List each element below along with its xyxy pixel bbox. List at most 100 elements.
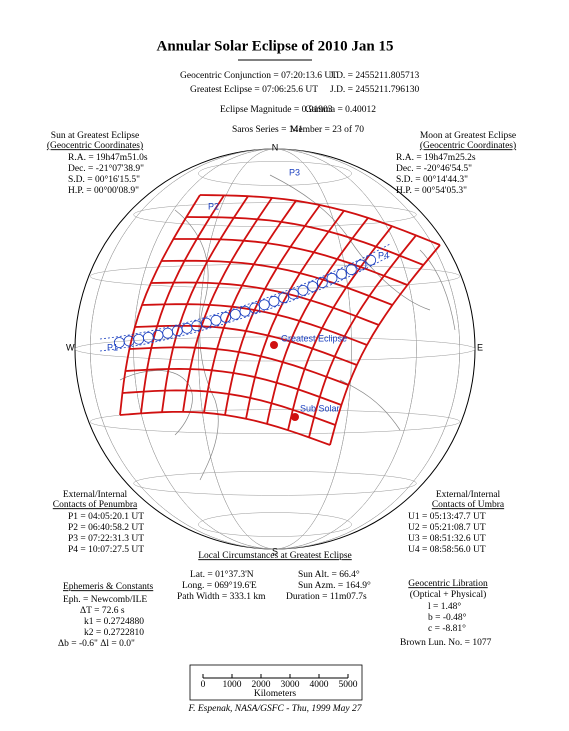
west: W	[66, 342, 75, 352]
scale-label: 1000	[223, 680, 242, 690]
parallel	[133, 202, 417, 227]
scale-label: 0	[201, 680, 206, 690]
footer: F. Espenak, NASA/GSFC - Thu, 1999 May 27	[188, 704, 363, 714]
block-line: P3 = 07:22:31.3 UT	[68, 534, 144, 544]
globe	[74, 148, 476, 550]
block-line: S.D. = 00°16'15.5"	[68, 174, 140, 185]
header-item: J.D. = 2455211.805713	[330, 71, 419, 81]
block-line: U4 = 08:58:56.0 UT	[408, 545, 486, 555]
sub-solar: Sub Solar	[300, 403, 340, 413]
ephemeris-title: Ephemeris & Constants	[63, 582, 154, 592]
scale-label: 4000	[310, 680, 329, 690]
block-title: (Geocentric Coordinates)	[47, 140, 143, 151]
ephemeris-line: ΔT = 72.6 s	[80, 606, 125, 616]
eclipse-curve	[141, 303, 368, 346]
scale-label: 2000	[252, 680, 271, 690]
umbra-circle	[336, 268, 348, 280]
block-line: P2 = 06:40:58.2 UT	[68, 523, 144, 533]
umbra-circle	[307, 281, 319, 292]
umbra-circle	[297, 284, 309, 296]
header-item: Saros Series = 141	[232, 125, 303, 135]
meridian	[89, 148, 461, 550]
scale-unit: Kilometers	[254, 689, 297, 699]
block-line: P4 = 10:07:27.5 UT	[68, 545, 144, 555]
greatest-eclipse: Greatest Eclipse	[281, 333, 347, 343]
umbra-circle	[355, 259, 367, 271]
umbra-circle	[210, 314, 222, 326]
block-line: U1 = 05:13:47.7 UT	[408, 512, 486, 522]
p1: P1	[107, 342, 118, 352]
umbra-circle	[326, 272, 338, 284]
local-item: Long. = 069°19.6'E	[182, 580, 257, 591]
header-item: Geocentric Conjunction = 07:20:13.6 UT	[180, 71, 337, 81]
libration-title: Geocentric Libration	[408, 579, 488, 589]
local-item: Sun Alt. = 66.4°	[298, 569, 360, 580]
eclipse-curve	[329, 244, 441, 446]
ephemeris-line: Eph. = Newcomb/ILE	[63, 595, 147, 605]
libration-line: Brown Lun. No. = 1077	[400, 638, 492, 648]
p4: P4	[378, 250, 389, 260]
eclipse-curve	[129, 346, 349, 386]
block-title: Contacts of Umbra	[432, 499, 505, 510]
local-item: Path Width = 333.1 km	[177, 592, 266, 602]
block-line: U3 = 08:51:32.6 UT	[408, 534, 486, 544]
umbra-circle	[287, 288, 299, 300]
parallel	[89, 409, 461, 434]
path-limit	[99, 255, 391, 352]
umbra-circle	[278, 292, 290, 304]
parallel	[89, 264, 461, 289]
title: Annular Solar Eclipse of 2010 Jan 15	[157, 38, 394, 54]
umbra-circle	[229, 308, 241, 320]
block-line: S.D. = 00°14'44.3"	[396, 174, 468, 185]
block-line: H.P. = 00°54'05.3"	[396, 185, 467, 196]
local-item: Sun Azm. = 164.9°	[298, 580, 371, 591]
eclipse-curve	[122, 389, 336, 426]
umbra-circle	[365, 254, 377, 266]
umbra-circle	[268, 295, 280, 307]
ephemeris-line: k1 = 0.2724880	[84, 617, 144, 627]
path-limit	[99, 243, 391, 340]
block-title: Contacts of Penumbra	[53, 499, 138, 510]
libration-line: b = -0.48°	[428, 612, 467, 623]
block-line: R.A. = 19h47m25.2s	[396, 153, 476, 163]
block-line: U2 = 05:21:08.7 UT	[408, 523, 486, 533]
umbra-circle	[316, 277, 328, 288]
ephemeris-line: Δb = -0.6" Δl = 0.0"	[58, 639, 135, 649]
p3: P3	[289, 167, 300, 177]
umbra-circle	[258, 299, 270, 311]
eclipse-curve	[119, 411, 331, 446]
libration-line: c = -8.81°	[428, 623, 466, 634]
parallel	[133, 471, 417, 496]
eclipse-curve	[266, 217, 369, 425]
header-item: Member = 23 of 70	[290, 124, 364, 135]
parallel	[198, 161, 352, 186]
block-title: Moon at Greatest Eclipse	[420, 131, 516, 141]
local-item: Lat. = 01°37.3'N	[190, 569, 254, 580]
north: N	[272, 142, 279, 152]
scale-bar: 0 1000 2000 3000 4000 5000 Kilometers	[189, 664, 363, 701]
header-item: Eclipse Magnitude = 0.91903	[220, 105, 333, 115]
umbra-circle	[249, 302, 261, 314]
eclipse-curve	[308, 234, 417, 438]
local-item: Duration = 11m07.7s	[286, 592, 367, 602]
block-title: Sun at Greatest Eclipse	[51, 131, 139, 141]
header-item: Gamma = 0.40012	[305, 105, 376, 115]
block-line: H.P. = 00°00'08.9"	[68, 185, 139, 196]
scale-label: 3000	[281, 680, 300, 690]
ephemeris-line: k2 = 0.2722810	[84, 628, 144, 638]
block-line: Dec. = -21°07'38.9"	[68, 163, 144, 174]
header-item: J.D. = 2455211.796130	[330, 85, 419, 95]
scale-label: 5000	[339, 680, 358, 690]
block-line: R.A. = 19h47m51.0s	[68, 153, 148, 163]
block-title: (Geocentric Coordinates)	[420, 140, 516, 151]
umbra-circle	[345, 264, 357, 275]
local-title: Local Circumstances at Greatest Eclipse	[198, 551, 352, 561]
eclipse-curve	[245, 210, 345, 419]
block-line: Dec. = -20°46'54.5"	[396, 163, 472, 174]
eclipse-curve	[125, 367, 342, 406]
south: S	[272, 546, 278, 556]
umbra-circle	[239, 305, 251, 317]
parallel	[198, 512, 352, 537]
libration-title: (Optical + Physical)	[410, 589, 487, 600]
